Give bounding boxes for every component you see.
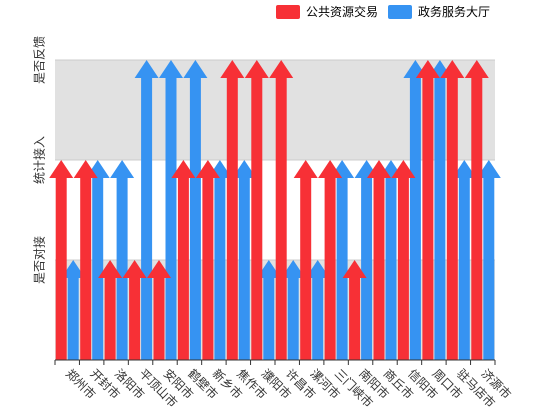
legend-label-series-1: 公共资源交易: [306, 5, 379, 19]
bar-series-1: [220, 60, 245, 360]
bar-series-1: [171, 160, 196, 360]
bar-series-1: [98, 260, 123, 360]
bar-series-1: [269, 60, 294, 360]
bar-series-1: [440, 60, 465, 360]
bar-series-1: [73, 160, 98, 360]
y-tick-label: 统计接入: [32, 136, 47, 184]
bar-series-1: [391, 160, 416, 360]
bar-series-2: [354, 160, 379, 360]
bar-series-1: [49, 160, 74, 360]
bar-series-1: [147, 260, 171, 360]
chart-legend: 公共资源交易 政务服务大厅: [276, 3, 500, 20]
bar-series-2: [232, 160, 257, 360]
bar-series-1: [244, 60, 269, 360]
bar-series-2: [159, 60, 183, 360]
bar-series-2: [256, 260, 281, 360]
bar-series-1: [122, 260, 147, 360]
chart-marks: [49, 60, 501, 360]
bar-series-1: [464, 60, 489, 360]
bar-series-2: [85, 160, 110, 360]
bar-series-2: [281, 260, 306, 360]
bar-series-2: [61, 260, 86, 360]
bar-series-1: [367, 160, 391, 360]
bar-series-2: [427, 60, 452, 360]
legend-item-series-2[interactable]: 政务服务大厅: [388, 3, 490, 20]
bar-series-1: [342, 260, 367, 360]
bar-series-1: [415, 60, 440, 360]
legend-label-series-2: 政务服务大厅: [418, 5, 491, 19]
bar-series-1: [293, 160, 318, 360]
bar-series-2: [305, 260, 330, 360]
bar-series-2: [134, 60, 159, 360]
y-tick-label: 是否对接: [32, 236, 47, 284]
legend-swatch-series-1: [276, 4, 300, 19]
bar-series-2: [403, 60, 428, 360]
bar-series-2: [207, 160, 232, 360]
legend-swatch-series-2: [388, 4, 413, 19]
bar-series-2: [379, 160, 403, 360]
bar-series-2: [476, 160, 501, 360]
legend-item-series-1[interactable]: 公共资源交易: [276, 3, 378, 20]
bar-series-2: [452, 160, 477, 360]
y-tick-label: 是否反馈: [33, 36, 47, 84]
bar-series-2: [330, 160, 355, 360]
bar-series-2: [183, 60, 208, 360]
bar-series-2: [110, 160, 135, 360]
bar-series-1: [318, 160, 343, 360]
bar-series-1: [195, 160, 220, 360]
